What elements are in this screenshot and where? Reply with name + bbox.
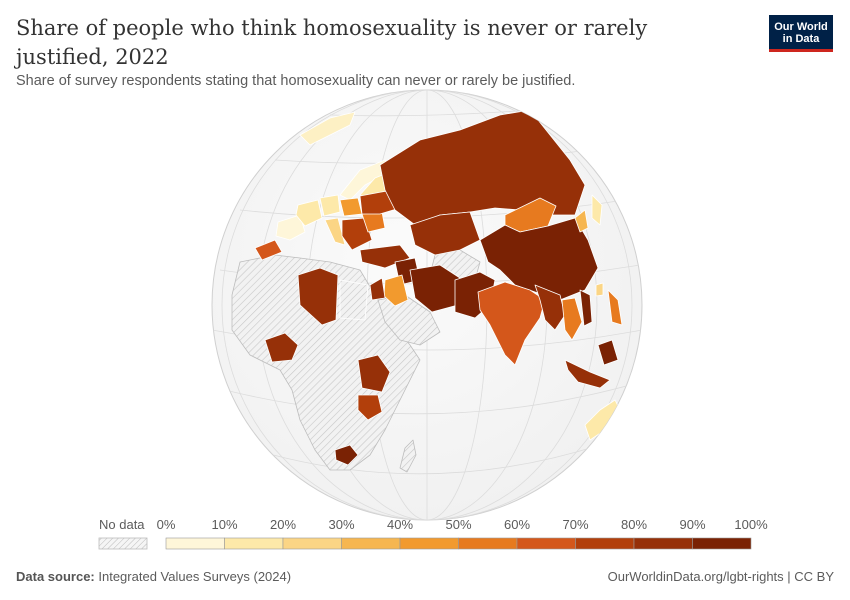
legend-tick-label: 90% [679,517,706,532]
region-korea[interactable] [574,209,589,233]
region-ethiopia[interactable] [357,354,391,393]
legend-tick-label: 10% [211,517,238,532]
data-source: Data source: Integrated Values Surveys (… [16,569,291,584]
region-jordan[interactable] [369,277,386,301]
legend-tick-label: 50% [445,517,472,532]
region-china[interactable] [479,217,599,301]
region-bangladesh-myanmar[interactable] [534,284,566,331]
region-thailand[interactable] [561,297,583,341]
region-poland[interactable] [339,197,363,217]
owid-logo[interactable]: Our World in Data [769,15,833,52]
logo-line-2: in Data [782,33,820,45]
region-france[interactable] [295,199,323,227]
region-nigeria[interactable] [264,332,299,363]
region-kenya[interactable] [357,394,383,421]
legend-tick-label: 30% [328,517,355,532]
legend-tick-label: 100% [734,517,768,532]
region-philippines[interactable] [607,289,623,326]
region-libya[interactable] [297,267,339,326]
region-zimbabwe[interactable] [334,444,359,466]
region-spain[interactable] [275,214,306,241]
region-madagascar-no-data[interactable] [399,439,417,473]
region-russia[interactable] [379,109,586,226]
region-india[interactable] [477,281,546,366]
region-vietnam[interactable] [579,289,593,327]
region-germany[interactable] [319,194,341,217]
region-kazakhstan[interactable] [409,211,481,256]
region-balkans[interactable] [341,217,373,251]
region-malaysia-indonesia[interactable] [564,359,611,389]
chart-title: Share of people who think homosexuality … [16,16,648,69]
data-source-label: Data source: [16,569,95,584]
region-indonesia-east[interactable] [597,339,619,366]
region-italy[interactable] [324,217,346,246]
data-source-value[interactable]: Integrated Values Surveys (2024) [98,569,292,584]
legend-tick-label: 20% [269,517,297,532]
legend-no-data-label: No data [99,517,145,532]
region-egypt[interactable] [339,279,369,321]
logo-line-1: Our World [774,21,828,33]
legend-tick-label: 60% [503,517,531,532]
region-japan[interactable] [591,194,603,226]
credit-link[interactable]: OurWorldinData.org/lgbt-rights | CC BY [607,569,834,584]
legend-tick-label: 40% [386,517,414,532]
region-arabia-no-data[interactable] [377,294,441,346]
region-taiwan[interactable] [595,282,604,297]
region-greenland[interactable] [299,111,356,146]
chart-subtitle: Share of survey respondents stating that… [16,73,576,89]
legend-tick-label: 0% [156,517,176,532]
legend-tick-label: 70% [562,517,589,532]
region-morocco[interactable] [254,239,283,261]
legend-tick-label: 80% [620,517,648,532]
